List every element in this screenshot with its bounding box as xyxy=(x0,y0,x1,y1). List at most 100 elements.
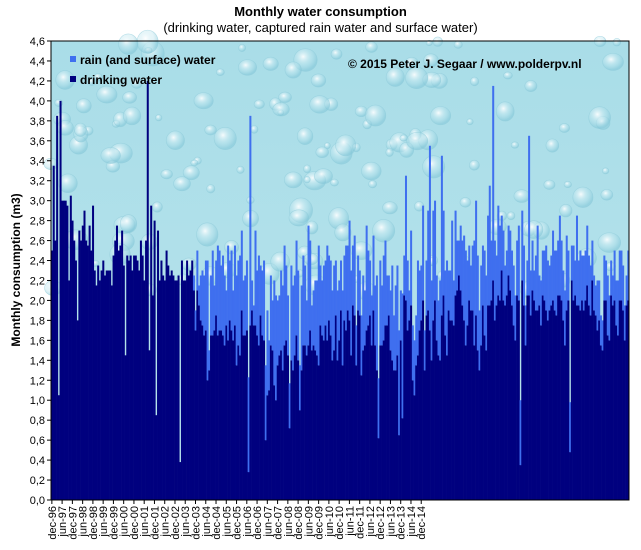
bar-drinking-water xyxy=(198,305,201,500)
bar-rain-water xyxy=(245,260,248,331)
water-drop xyxy=(118,33,139,55)
bar-drinking-water xyxy=(269,345,272,500)
bar-rain-water xyxy=(416,260,419,356)
bar-drinking-water xyxy=(355,365,358,500)
bar-rain-water xyxy=(591,240,594,281)
bar-drinking-water xyxy=(109,270,112,500)
y-tick-label: 2,4 xyxy=(30,256,45,268)
bar-rain-water xyxy=(536,225,539,311)
bar-drinking-water xyxy=(95,285,98,500)
bar-drinking-water xyxy=(517,300,520,500)
bar-rain-water xyxy=(526,260,529,296)
bar-rain-water xyxy=(298,365,301,411)
bar-rain-water xyxy=(471,245,474,311)
water-drop xyxy=(238,44,246,52)
bar-drinking-water xyxy=(340,310,343,500)
bar-drinking-water xyxy=(538,305,541,500)
bar-rain-water xyxy=(459,225,462,291)
bar-rain-water xyxy=(249,115,252,326)
bar-rain-water xyxy=(206,260,209,381)
bar-drinking-water xyxy=(401,418,404,500)
bar-drinking-water xyxy=(97,265,100,500)
x-tick-label: jun-09 xyxy=(303,506,315,538)
bar-drinking-water xyxy=(160,260,163,500)
bar-drinking-water xyxy=(92,205,95,501)
bar-rain-water xyxy=(297,270,300,361)
bar-rain-water xyxy=(326,245,329,341)
y-tick-label: 3,8 xyxy=(30,116,45,128)
bar-rain-water xyxy=(524,305,527,346)
water-drop xyxy=(334,223,352,242)
bar-drinking-water xyxy=(442,295,445,500)
bar-drinking-water xyxy=(261,335,264,500)
bar-rain-water xyxy=(386,275,389,326)
bar-rain-water xyxy=(565,235,568,311)
bar-rain-water xyxy=(247,377,250,473)
bar-drinking-water xyxy=(374,345,377,500)
bar-drinking-water xyxy=(505,295,508,500)
legend-swatch-drinking xyxy=(70,76,76,82)
bar-drinking-water xyxy=(481,305,484,500)
bar-rain-water xyxy=(307,225,310,346)
water-drop xyxy=(601,167,610,175)
bar-drinking-water xyxy=(182,280,185,500)
bar-drinking-water xyxy=(543,300,546,500)
bar-rain-water xyxy=(381,285,384,346)
bar-drinking-water xyxy=(136,260,139,500)
bar-drinking-water xyxy=(492,280,495,500)
bar-drinking-water xyxy=(151,295,154,500)
bar-drinking-water xyxy=(620,300,623,500)
bar-drinking-water xyxy=(179,462,182,500)
bar-rain-water xyxy=(430,280,433,361)
bar-drinking-water xyxy=(432,320,435,500)
bar-rain-water xyxy=(271,300,274,351)
bar-drinking-water xyxy=(334,315,337,500)
water-drop xyxy=(173,176,191,192)
x-tick-label: jun-06 xyxy=(242,506,254,538)
y-tick-label: 0,4 xyxy=(30,455,45,467)
legend: rain (and surface) water drinking water xyxy=(70,53,216,87)
bar-rain-water xyxy=(570,245,573,281)
bar-drinking-water xyxy=(463,320,466,500)
bar-rain-water xyxy=(534,255,537,311)
bar-drinking-water xyxy=(502,300,505,500)
bar-drinking-water xyxy=(239,355,242,500)
bar-drinking-water xyxy=(293,355,296,500)
bar-rain-water xyxy=(475,200,478,316)
bar-drinking-water xyxy=(280,350,283,500)
bar-drinking-water xyxy=(90,250,93,500)
bar-drinking-water xyxy=(581,300,584,500)
water-drop xyxy=(602,53,624,71)
bar-drinking-water xyxy=(360,375,363,500)
y-tick-label: 1,6 xyxy=(30,335,45,347)
bar-drinking-water xyxy=(211,335,214,500)
bar-rain-water xyxy=(411,325,414,381)
bar-rain-water xyxy=(360,315,363,376)
bar-drinking-water xyxy=(437,355,440,500)
bar-rain-water xyxy=(204,260,207,331)
water-drop xyxy=(425,39,433,46)
bar-drinking-water xyxy=(565,310,568,500)
x-tick-label: jun-04 xyxy=(201,506,213,538)
bar-drinking-water xyxy=(155,415,158,500)
x-tick-label: dec-00 xyxy=(129,506,141,540)
bar-rain-water xyxy=(263,260,266,341)
bar-drinking-water xyxy=(199,320,202,500)
y-tick-label: 0,0 xyxy=(30,495,45,507)
bar-drinking-water xyxy=(377,438,380,500)
bar-drinking-water xyxy=(627,300,630,500)
bar-drinking-water xyxy=(273,385,276,500)
bar-drinking-water xyxy=(473,345,476,500)
y-tick-label: 4,4 xyxy=(30,56,45,68)
x-tick-label: dec-96 xyxy=(47,506,59,540)
bar-drinking-water xyxy=(259,315,262,500)
bar-rain-water xyxy=(285,265,288,341)
bar-rain-water xyxy=(463,235,466,321)
bar-rain-water xyxy=(403,255,406,296)
bar-drinking-water xyxy=(516,295,519,500)
bar-drinking-water xyxy=(275,400,278,500)
water-drop xyxy=(330,178,339,187)
water-drop xyxy=(459,197,472,208)
bar-drinking-water xyxy=(603,300,606,500)
water-drop xyxy=(309,95,331,114)
